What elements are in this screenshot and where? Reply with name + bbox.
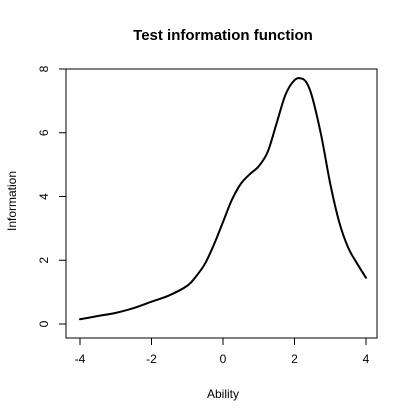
y-axis: 0 2 4 6 8 (37, 65, 67, 327)
x-tick-label: -2 (146, 352, 157, 366)
y-tick-label: 0 (37, 320, 51, 327)
chart-title: Test information function (133, 27, 313, 44)
y-axis-title: Information (5, 171, 19, 231)
series-line (79, 77, 367, 321)
plot-frame (65, 68, 378, 339)
x-tick-label: -4 (75, 352, 86, 366)
y-tick-label: 8 (37, 65, 51, 72)
x-tick-label: 0 (220, 352, 227, 366)
y-tick-label: 4 (37, 193, 51, 200)
x-tick-label: 2 (291, 352, 298, 366)
x-tick-label: 4 (363, 352, 370, 366)
x-axis-title: Ability (207, 387, 239, 401)
x-axis: -4 -2 0 2 4 (75, 337, 370, 366)
y-tick-label: 2 (37, 257, 51, 264)
y-tick-label: 6 (37, 129, 51, 136)
